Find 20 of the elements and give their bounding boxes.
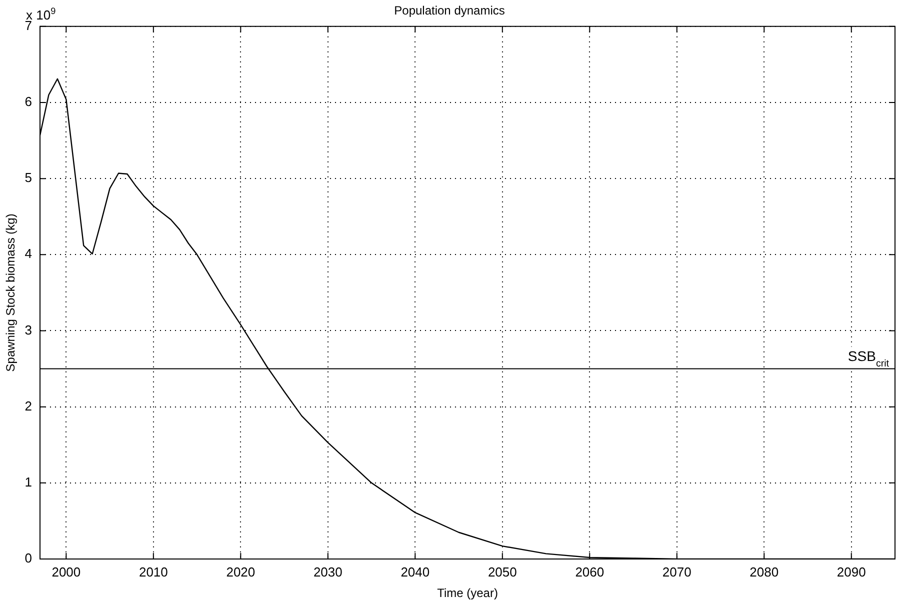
x-tick-label: 2040 xyxy=(400,564,430,580)
y-tick-label: 2 xyxy=(24,398,32,414)
y-axis-title: Spawning Stock biomass (kg) xyxy=(4,214,18,372)
y-tick-label: 3 xyxy=(24,322,32,338)
x-tick-label: 2020 xyxy=(226,564,256,580)
y-tick-label: 5 xyxy=(24,170,32,186)
y-tick-label: 4 xyxy=(24,246,32,262)
x-tick-label: 2090 xyxy=(836,564,866,580)
x-tick-label: 2000 xyxy=(52,564,81,580)
y-tick-label: 0 xyxy=(24,550,32,566)
x-tick-label: 2080 xyxy=(750,564,779,580)
x-tick-label: 2070 xyxy=(662,564,692,580)
x-axis-title: Time (year) xyxy=(437,586,498,600)
x-tick-label: 2050 xyxy=(488,564,517,580)
x-tick-label: 2010 xyxy=(138,564,168,580)
y-tick-label: 1 xyxy=(24,474,32,490)
chart-title: Population dynamics xyxy=(394,4,505,18)
y-tick-label: 6 xyxy=(24,94,32,110)
x-tick-label: 2060 xyxy=(575,564,604,580)
x-tick-label: 2030 xyxy=(313,564,342,580)
